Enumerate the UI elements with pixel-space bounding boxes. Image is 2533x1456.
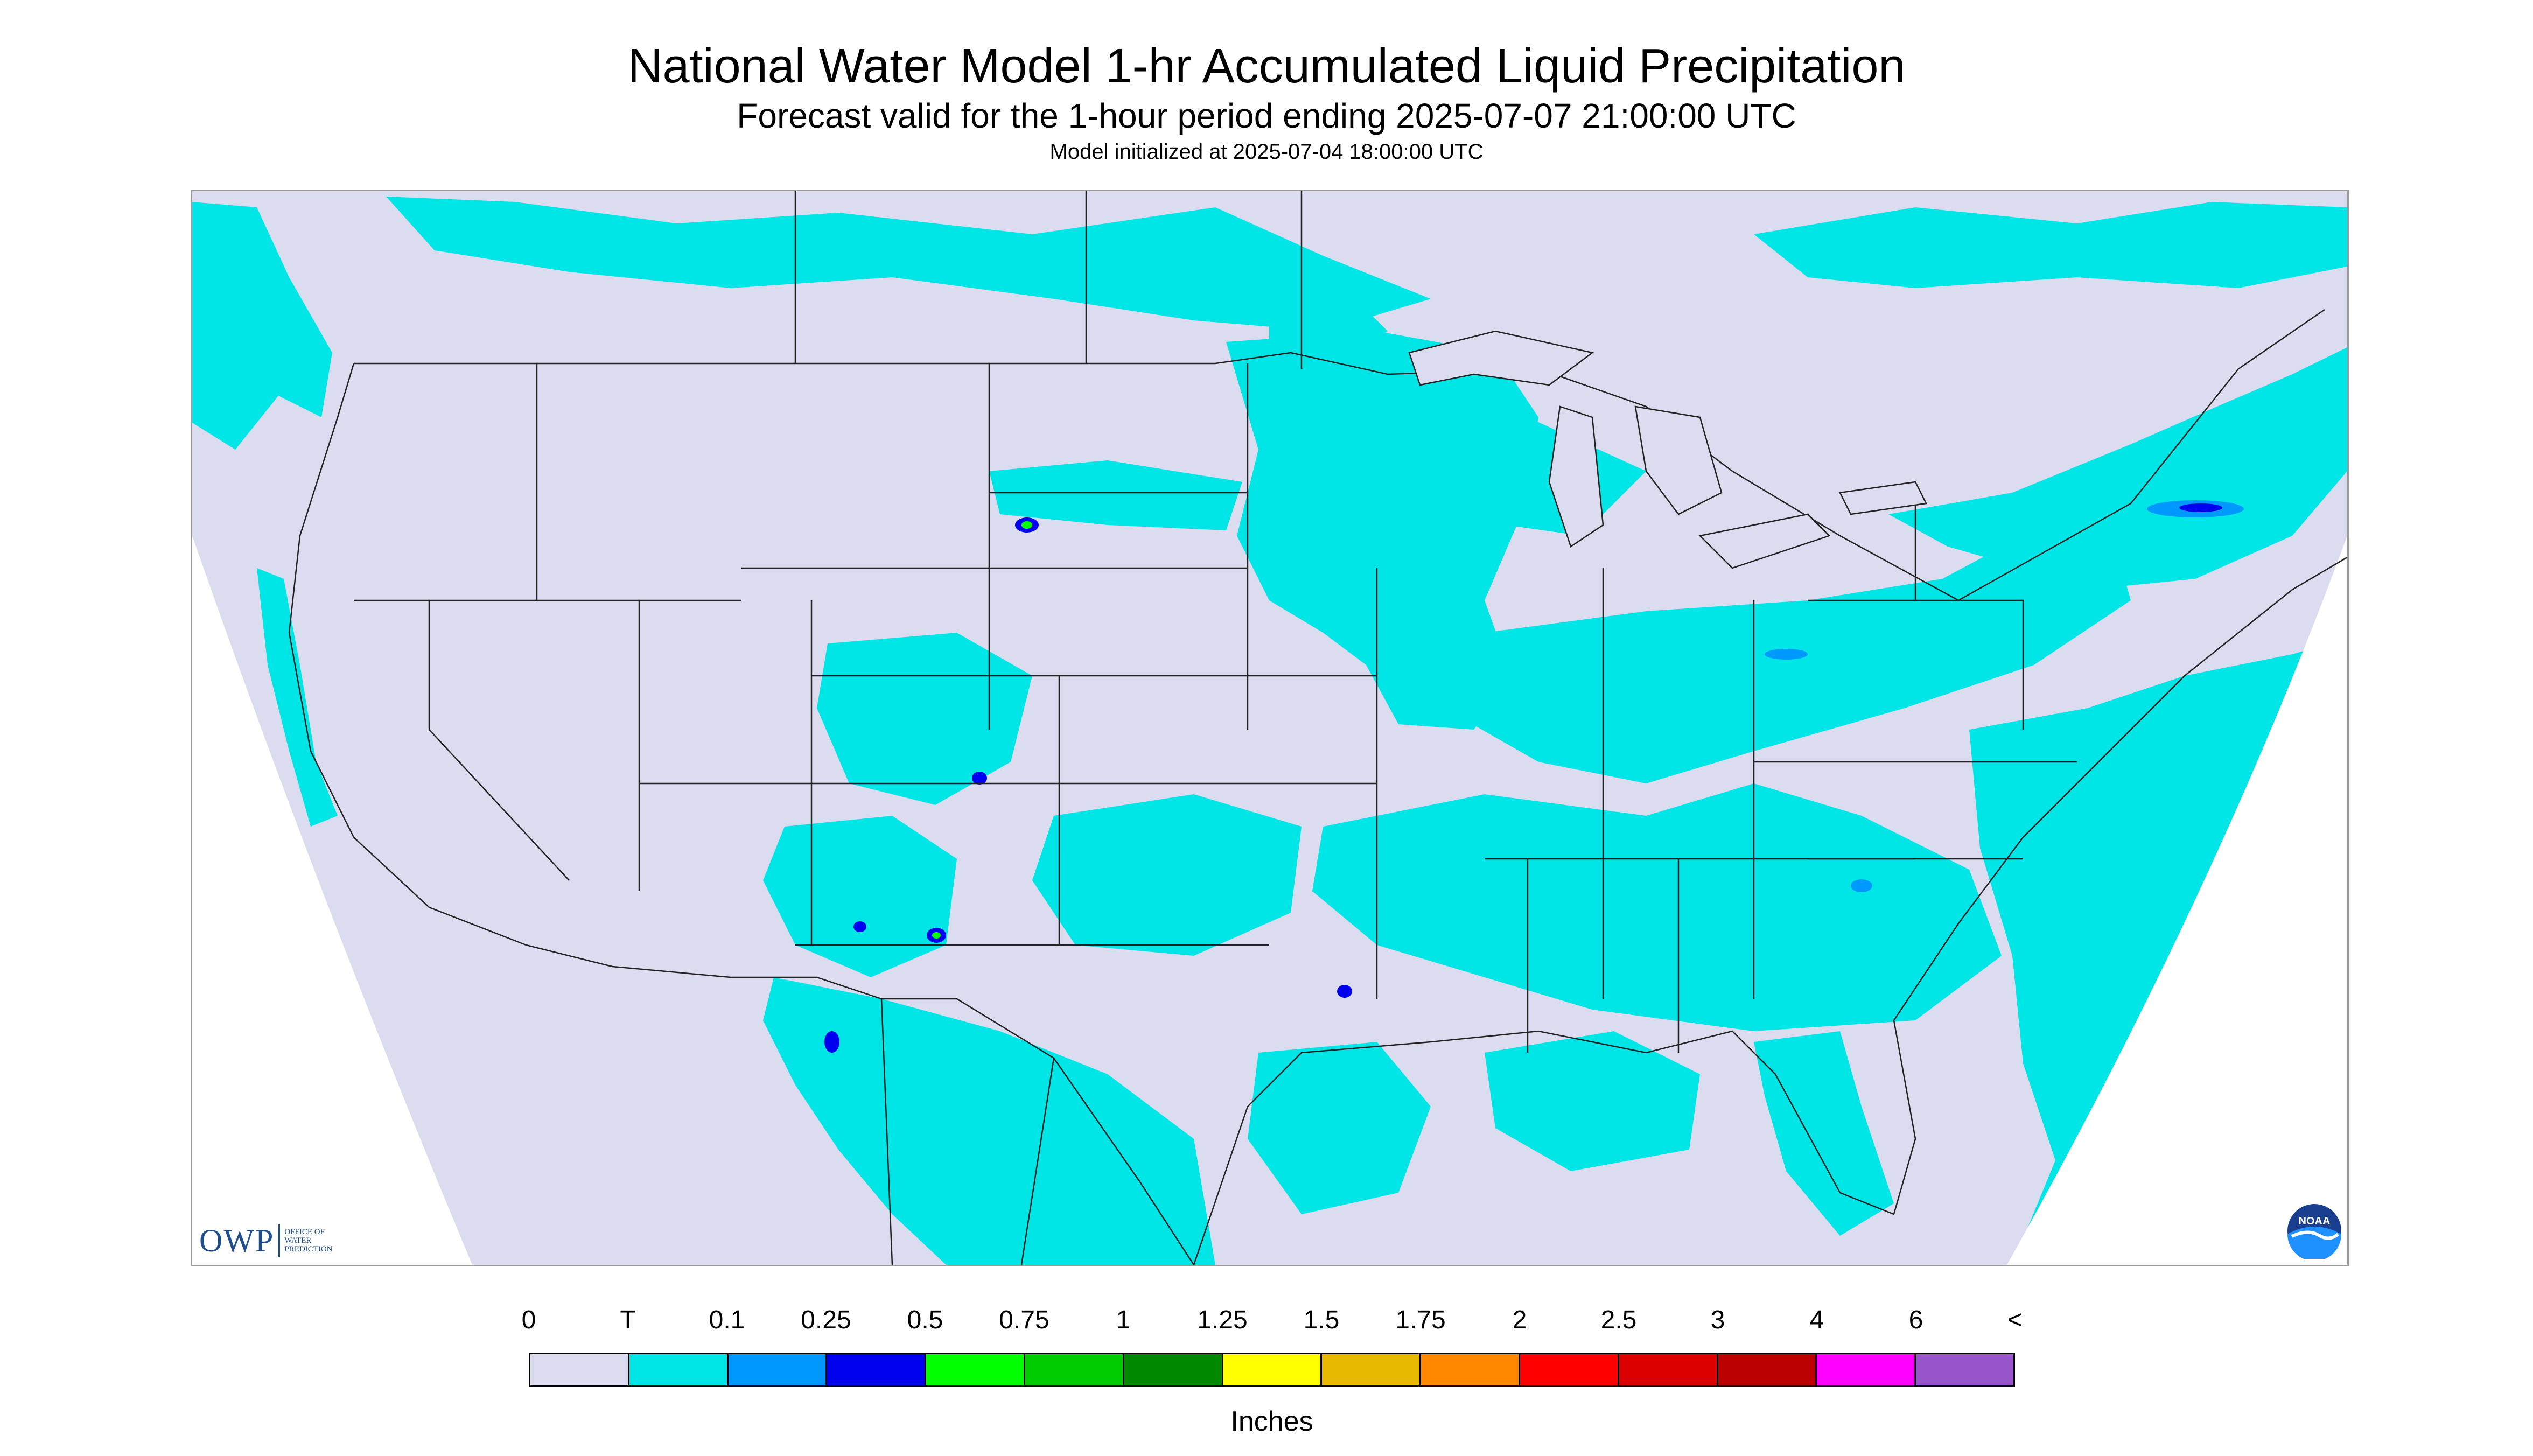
legend-swatch	[1421, 1354, 1520, 1385]
legend-swatch	[728, 1354, 828, 1385]
legend-tick-label: 0	[521, 1306, 536, 1334]
precip-area-dakotas	[989, 460, 1242, 530]
precip-area-gulf	[1485, 1031, 1700, 1171]
lake-erie	[1698, 513, 1831, 569]
map-title: National Water Model 1-hr Accumulated Li…	[627, 39, 1906, 93]
legend-tick-label: 1.25	[1197, 1306, 1248, 1334]
precipitation-map	[191, 190, 2349, 1266]
precip-spot-south-dakota-core	[1021, 521, 1032, 529]
legend-tick-label: 1.75	[1395, 1306, 1446, 1334]
precip-spot-colorado	[972, 772, 987, 785]
owp-logo: OWP OFFICE OF WATER PREDICTION	[199, 1223, 333, 1258]
noaa-logo-text: NOAA	[2299, 1215, 2331, 1227]
legend-swatch	[827, 1354, 927, 1385]
legend-swatch	[1025, 1354, 1124, 1385]
precip-spot-north-carolina	[1851, 879, 1872, 892]
lake-ontario	[1839, 481, 1927, 515]
precip-spot-sonora	[824, 1031, 839, 1053]
legend-tick-label: 1.5	[1303, 1306, 1340, 1334]
legend-tick-label: 0.75	[999, 1306, 1049, 1334]
legend-tick-label: 0.25	[801, 1306, 851, 1334]
precip-spot-pennsylvania	[1765, 649, 1808, 660]
precip-area-pacific-northwest	[192, 202, 332, 450]
legend-swatch	[1322, 1354, 1422, 1385]
precip-spot-louisiana	[1337, 985, 1352, 998]
precip-spot-new-england-core	[2179, 503, 2222, 512]
model-init-note: Model initialized at 2025-07-04 18:00:00…	[1049, 140, 1484, 164]
precip-spot-new-mexico-west	[853, 921, 866, 932]
legend-tick-label: 1	[1116, 1306, 1131, 1334]
precip-area-sierra-madre	[763, 977, 1215, 1265]
gulf-coastline	[1193, 556, 2347, 1265]
owp-logo-divider	[278, 1224, 281, 1257]
noaa-logo: NOAA	[2286, 1203, 2342, 1261]
lake-michigan	[1548, 405, 1604, 548]
precip-area-florida	[1754, 1031, 1894, 1236]
mexico-state-line	[880, 998, 893, 1265]
owp-logo-mark: OWP	[199, 1222, 275, 1258]
precip-area-plains	[1032, 794, 1302, 956]
owp-logo-line: PREDICTION	[284, 1245, 333, 1254]
legend-swatch	[926, 1354, 1025, 1385]
precip-spot-new-mexico-core	[932, 932, 941, 939]
precip-area-oregon-coast	[257, 568, 338, 827]
legend-swatch	[1718, 1354, 1817, 1385]
mexico-state-line-2	[1020, 1058, 1055, 1265]
legend-swatch	[1619, 1354, 1718, 1385]
owp-logo-line: WATER	[284, 1236, 312, 1245]
lake-superior	[1408, 330, 1594, 386]
precip-area-lake-superior	[1269, 288, 1388, 363]
western-coastline	[288, 363, 527, 946]
legend-tick-label: 0.1	[709, 1306, 745, 1334]
legend-tick-label: 2.5	[1600, 1306, 1637, 1334]
precip-area-new-england	[1888, 347, 2347, 590]
legend-units-label: Inches	[1230, 1406, 1313, 1437]
precip-area-gulf-of-mexico	[1248, 1042, 1431, 1214]
legend-swatch	[629, 1354, 729, 1385]
legend-swatch	[1124, 1354, 1223, 1385]
legend-swatch	[1916, 1354, 2013, 1385]
legend-tick-label: 4	[1809, 1306, 1824, 1334]
legend-tick-label: 2	[1512, 1306, 1527, 1334]
state-line-california-nevada	[428, 600, 570, 881]
legend-swatch	[1520, 1354, 1619, 1385]
lake-huron	[1634, 405, 1723, 515]
owp-logo-line: OFFICE OF	[284, 1228, 325, 1236]
forecast-valid-subtitle: Forecast valid for the 1-hour period end…	[737, 96, 1796, 135]
precip-area-southeast	[1312, 783, 2002, 1031]
legend-tick-label: T	[620, 1306, 636, 1334]
precip-area-upper-midwest	[1226, 331, 1538, 730]
legend-swatch	[1817, 1354, 1916, 1385]
state-line-pennsylvania	[1808, 599, 2024, 730]
legend-tick-label: 0.5	[907, 1306, 943, 1334]
precip-area-southern-canada-east	[1754, 202, 2347, 288]
legend-tick-label: 6	[1908, 1306, 1923, 1334]
legend-tick-label: <	[2007, 1306, 2023, 1334]
precip-area-canadian-prairies	[386, 197, 1431, 331]
great-lakes	[1408, 330, 1927, 569]
color-legend: 0 T 0.1 0.25 0.5 0.75 1 1.25 1.5 1.75 2 2.5 3 4 6 < Inc…	[522, 1305, 2023, 1437]
owp-logo-text: OFFICE OF WATER PREDICTION	[284, 1228, 332, 1254]
legend-tick-label: 3	[1710, 1306, 1725, 1334]
legend-swatch	[1223, 1354, 1323, 1385]
heavier-precipitation-layer	[824, 500, 2244, 1053]
legend-swatch	[530, 1354, 629, 1385]
legend-color-bar	[529, 1353, 2015, 1387]
